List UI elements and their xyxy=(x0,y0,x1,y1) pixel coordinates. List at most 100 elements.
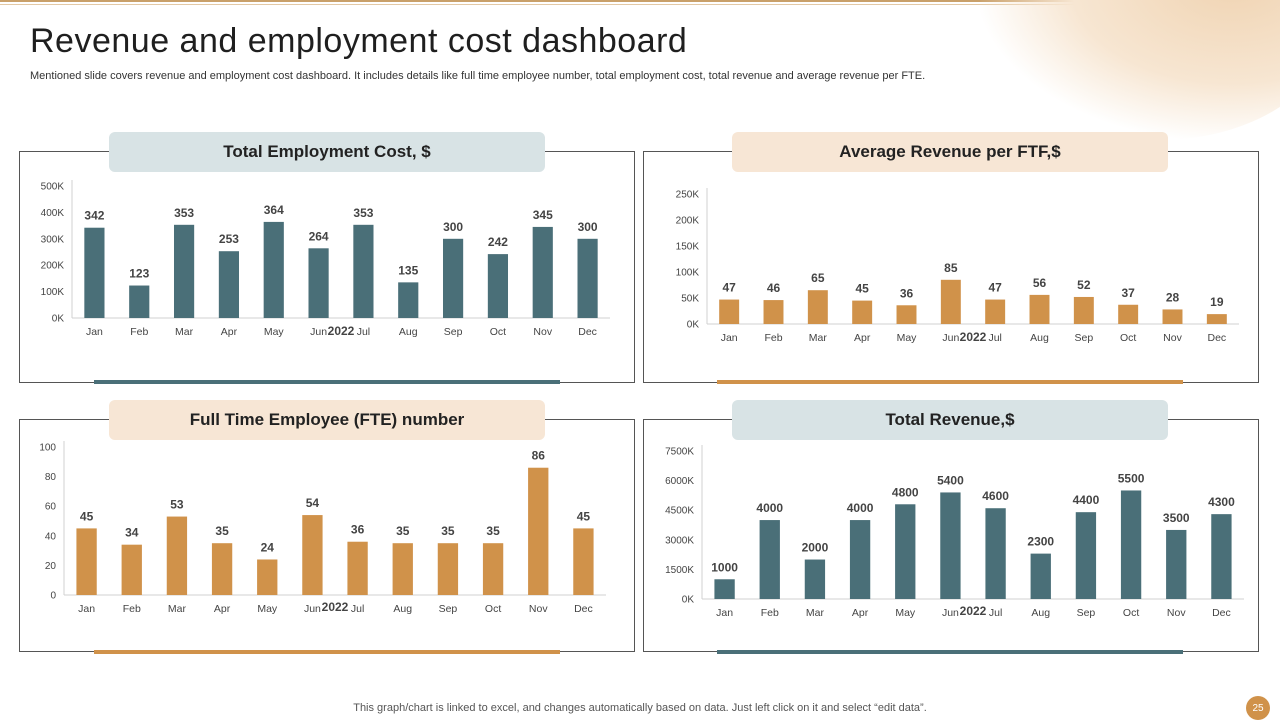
x-tick-label: Dec xyxy=(1207,332,1226,344)
total-revenue-underline xyxy=(717,650,1183,654)
avg-revenue-chart[interactable]: 0K 50K 100K 150K 200K 250K 47 Jan 46 Feb 65 Mar 45 Ap… xyxy=(644,152,1258,382)
data-label: 24 xyxy=(261,540,275,554)
y-tick-label: 100K xyxy=(41,287,65,298)
page-title: Revenue and employment cost dashboard xyxy=(30,22,688,60)
x-tick-label: Mar xyxy=(175,326,194,338)
bar-feb xyxy=(121,544,142,595)
x-tick-label: Jul xyxy=(357,326,370,338)
x-tick-label: Jan xyxy=(721,332,738,344)
bar-sep xyxy=(1075,512,1097,599)
data-label: 5400 xyxy=(937,473,964,487)
bar-mar xyxy=(173,224,195,318)
data-label: 2300 xyxy=(1027,535,1054,549)
x-tick-label: Mar xyxy=(806,607,825,619)
data-label: 65 xyxy=(811,271,825,285)
fte-underline xyxy=(94,650,560,654)
data-label: 28 xyxy=(1166,290,1180,304)
y-tick-label: 50K xyxy=(681,294,699,305)
x-tick-label: Sep xyxy=(439,603,458,615)
y-tick-label: 80 xyxy=(45,472,57,483)
data-label: 242 xyxy=(488,235,508,249)
bar-jul xyxy=(347,541,368,595)
x-tick-label: Dec xyxy=(1212,607,1231,619)
y-tick-label: 300K xyxy=(41,234,65,245)
y-tick-label: 100 xyxy=(39,443,56,454)
bar-apr xyxy=(849,520,871,599)
bar-aug xyxy=(1030,553,1051,599)
bar-dec xyxy=(577,238,598,318)
data-label: 300 xyxy=(443,220,463,234)
y-tick-label: 40 xyxy=(45,531,57,542)
bar-jan xyxy=(84,227,105,318)
x-tick-label: Oct xyxy=(1120,332,1136,344)
data-label: 35 xyxy=(486,524,500,538)
bar-oct xyxy=(482,543,504,595)
data-label: 1000 xyxy=(711,560,738,574)
x-tick-label: Aug xyxy=(1031,607,1050,619)
y-tick-label: 20 xyxy=(45,561,57,572)
avg-revenue-header: Average Revenue per FTF,$ xyxy=(732,132,1168,172)
y-tick-label: 60 xyxy=(45,502,57,513)
y-tick-label: 200K xyxy=(676,216,700,227)
y-tick-label: 6000K xyxy=(665,476,694,487)
x-tick-label: Oct xyxy=(485,603,501,615)
data-label: 35 xyxy=(441,524,455,538)
data-label: 135 xyxy=(398,263,418,277)
x-tick-label: May xyxy=(257,603,278,615)
decorative-corner-shape xyxy=(980,0,1280,140)
x-tick-label: Sep xyxy=(1077,607,1096,619)
bar-mar xyxy=(807,290,828,324)
x-tick-label: Nov xyxy=(1167,607,1186,619)
y-tick-label: 1500K xyxy=(665,565,694,576)
bar-jan xyxy=(714,579,735,599)
avg-revenue-underline xyxy=(717,380,1183,384)
total-revenue-header: Total Revenue,$ xyxy=(732,400,1168,440)
bar-nov xyxy=(532,226,553,318)
x-axis-title: 2022 xyxy=(960,604,987,618)
bar-oct xyxy=(1118,304,1139,324)
x-tick-label: Jun xyxy=(942,332,959,344)
employment-cost-chart[interactable]: 0K 100K 200K 300K 400K 500K 342 Jan 123 Feb 353 Mar… xyxy=(20,152,634,382)
data-label: 46 xyxy=(767,281,781,295)
data-label: 45 xyxy=(855,282,869,296)
bar-apr xyxy=(852,300,873,324)
data-label: 123 xyxy=(129,267,149,281)
y-tick-label: 150K xyxy=(676,242,700,253)
x-tick-label: May xyxy=(264,326,285,338)
y-tick-label: 500K xyxy=(41,182,65,193)
y-tick-label: 7500K xyxy=(665,447,694,458)
bar-sep xyxy=(1073,296,1094,324)
top-accent-line-thin xyxy=(0,4,1280,5)
bar-jul xyxy=(985,508,1006,599)
bar-oct xyxy=(487,254,509,318)
x-tick-label: Dec xyxy=(574,603,593,615)
x-tick-label: Mar xyxy=(168,603,187,615)
data-label: 35 xyxy=(396,524,410,538)
bar-aug xyxy=(392,543,413,595)
x-tick-label: Nov xyxy=(533,326,552,338)
data-label: 353 xyxy=(353,206,373,220)
y-tick-label: 0 xyxy=(50,591,56,602)
bar-sep xyxy=(437,543,459,595)
fte-panel: 0 20 40 60 80 100 45 Jan 34 Feb 53 Mar 35 Apr 24 May 54 J… xyxy=(19,419,635,652)
avg-revenue-panel: 0K 50K 100K 150K 200K 250K 47 Jan 46 Feb 65 Mar 45 Ap… xyxy=(643,151,1259,383)
y-tick-label: 100K xyxy=(676,268,700,279)
total-revenue-chart[interactable]: 0K 1500K 3000K 4500K 6000K 7500K 1000 Jan 4000 Fe… xyxy=(644,420,1258,651)
employment-cost-panel: 0K 100K 200K 300K 400K 500K 342 Jan 123 Feb 353 Mar… xyxy=(19,151,635,383)
bar-dec xyxy=(1211,514,1232,599)
x-tick-label: Jun xyxy=(942,607,959,619)
data-label: 345 xyxy=(533,208,553,222)
bar-apr xyxy=(218,251,240,318)
page-number: 25 xyxy=(1246,696,1270,720)
bar-apr xyxy=(211,543,233,595)
data-label: 4300 xyxy=(1208,495,1235,509)
x-tick-label: Aug xyxy=(399,326,418,338)
data-label: 37 xyxy=(1121,286,1135,300)
x-tick-label: Sep xyxy=(1074,332,1093,344)
x-tick-label: Jul xyxy=(989,607,1002,619)
x-tick-label: Oct xyxy=(490,326,506,338)
fte-chart[interactable]: 0 20 40 60 80 100 45 Jan 34 Feb 53 Mar 35 Apr 24 May 54 J… xyxy=(20,420,634,651)
bar-dec xyxy=(1206,314,1227,324)
data-label: 342 xyxy=(84,209,104,223)
x-tick-label: Oct xyxy=(1123,607,1139,619)
